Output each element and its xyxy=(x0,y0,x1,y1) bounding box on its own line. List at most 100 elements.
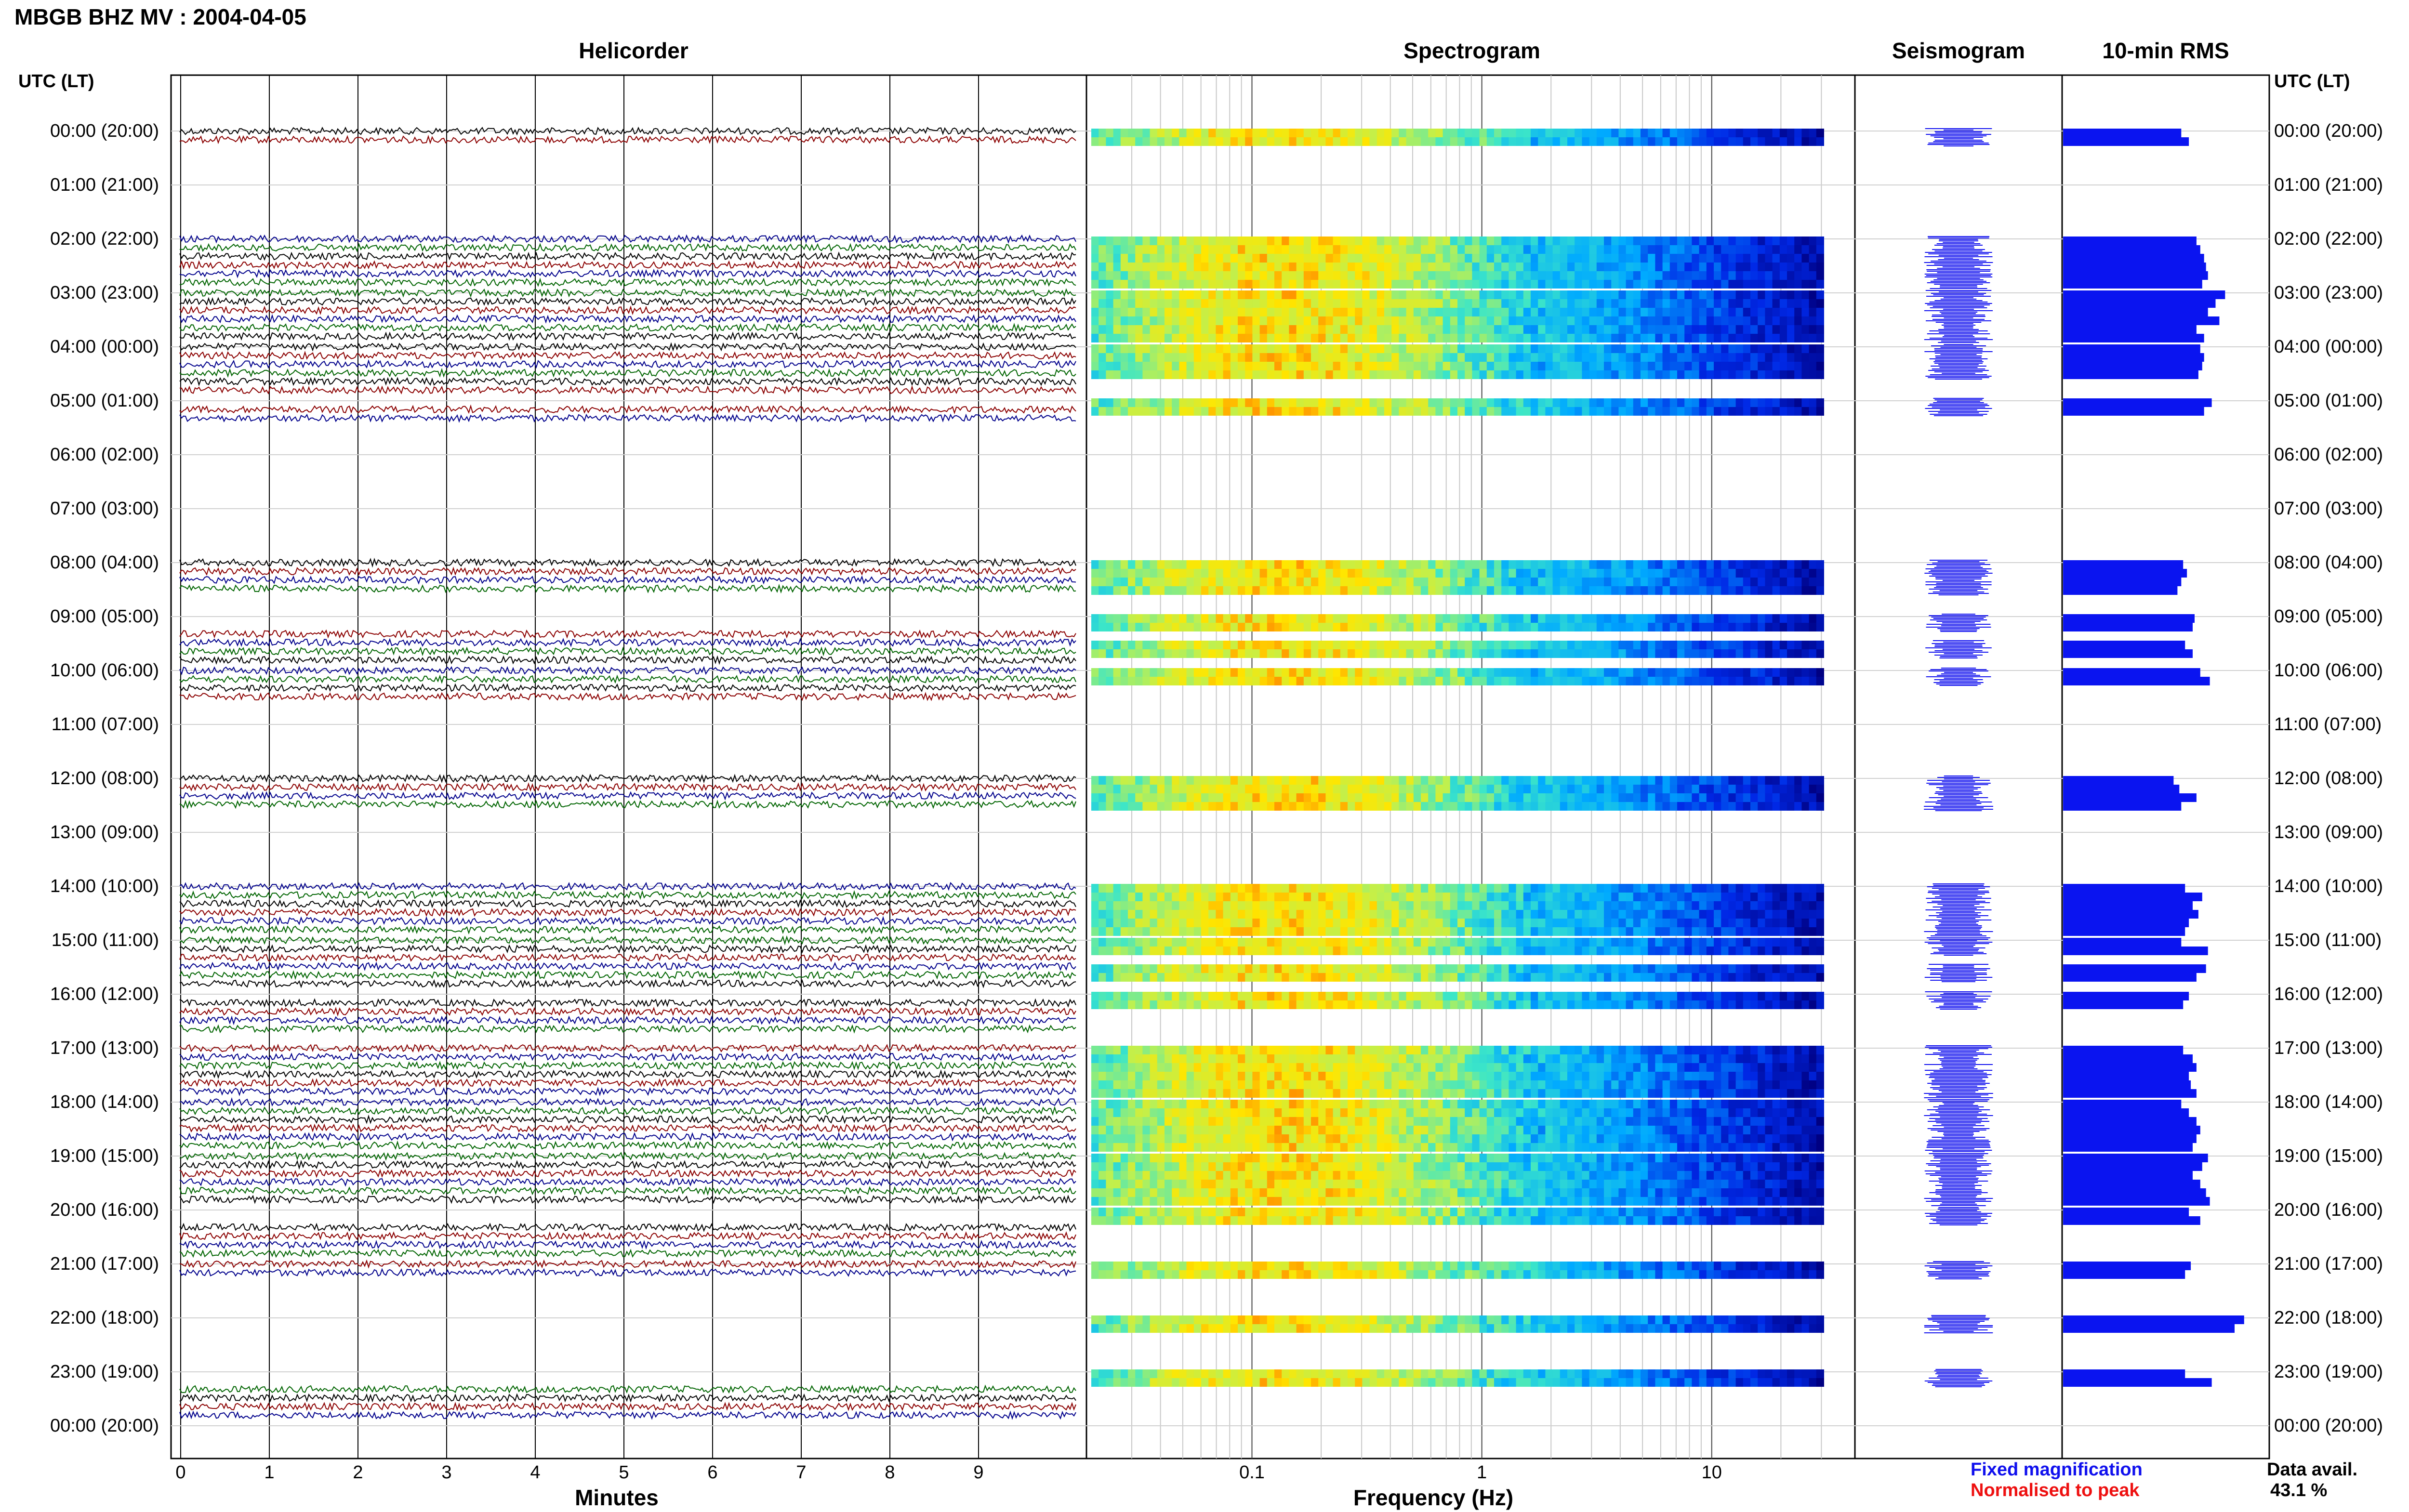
spectrogram-cell xyxy=(1428,901,1436,910)
spectrogram-cell xyxy=(1626,362,1634,370)
spectrogram-cell xyxy=(1596,586,1604,595)
spectrogram-cell xyxy=(1128,578,1136,586)
spectrogram-cell xyxy=(1311,129,1319,137)
spectrogram-cell xyxy=(1348,668,1356,677)
helicorder-trace xyxy=(179,1159,1076,1170)
spectrogram-cell xyxy=(1677,254,1685,263)
spectrogram-cell xyxy=(1494,280,1502,289)
spectrogram-cell xyxy=(1355,362,1363,370)
spectrogram-cell xyxy=(1282,623,1290,631)
spectrogram-cell xyxy=(1626,325,1634,334)
spectrogram-cell xyxy=(1611,668,1619,677)
spectrogram-cell xyxy=(1457,586,1466,595)
spectrogram-cell xyxy=(1552,290,1561,299)
spectrogram-cell xyxy=(1479,992,1487,1000)
spectrogram-cell xyxy=(1567,910,1575,919)
spectrogram-cell xyxy=(1091,884,1099,893)
spectrogram-cell xyxy=(1479,884,1487,893)
spectrogram-cell xyxy=(1172,586,1180,595)
rms-bar xyxy=(2063,280,2202,289)
spectrogram-cell xyxy=(1567,334,1575,342)
spectrogram-cell xyxy=(1172,793,1180,802)
spectrogram-cell xyxy=(1494,668,1502,677)
spectrogram-cell xyxy=(1186,308,1194,316)
spectrogram-cell xyxy=(1230,785,1238,793)
spectrogram-cell xyxy=(1735,964,1744,973)
spectrogram-cell xyxy=(1714,254,1722,263)
spectrogram-cell xyxy=(1706,614,1714,623)
spectrogram-cell xyxy=(1486,129,1495,137)
spectrogram-cell xyxy=(1472,884,1480,893)
spectrogram-cell xyxy=(1596,901,1604,910)
spectrogram-cell xyxy=(1721,668,1729,677)
spectrogram-cell xyxy=(1677,785,1685,793)
helicorder-trace xyxy=(179,1114,1076,1124)
spectrogram-cell xyxy=(1552,586,1561,595)
spectrogram-cell xyxy=(1728,129,1736,137)
spectrogram-cell xyxy=(1399,370,1407,379)
spectrogram-cell xyxy=(1267,308,1275,316)
spectrogram-cell xyxy=(1450,1000,1458,1009)
spectrogram-cell xyxy=(1494,299,1502,308)
spectrogram-cell xyxy=(1274,785,1283,793)
spectrogram-cell xyxy=(1150,316,1158,325)
spectrogram-cell xyxy=(1230,884,1238,893)
spectrogram-cell xyxy=(1377,910,1385,919)
spectrogram-cell xyxy=(1699,1000,1707,1009)
spectrogram-cell xyxy=(1641,263,1649,271)
spectrogram-cell xyxy=(1457,263,1466,271)
spectrogram-cell xyxy=(1165,893,1173,901)
spectrogram-cell xyxy=(1179,1063,1187,1072)
spectrogram-cell xyxy=(1157,137,1165,146)
spectrogram-cell xyxy=(1641,325,1649,334)
spectrogram-cell xyxy=(1545,316,1553,325)
spectrogram-cell xyxy=(1428,964,1436,973)
rms-bar xyxy=(2063,973,2197,982)
spectrogram-cell xyxy=(1772,407,1780,416)
spectrogram-cell xyxy=(1252,919,1260,927)
spectrogram-cell xyxy=(1274,578,1283,586)
spectrogram-cell xyxy=(1633,614,1641,623)
spectrogram-cell xyxy=(1333,308,1341,316)
spectrogram-cell xyxy=(1399,938,1407,947)
spectrogram-cell xyxy=(1369,344,1377,353)
spectrogram-cell xyxy=(1669,614,1678,623)
spectrogram-cell xyxy=(1465,263,1473,271)
spectrogram-cell xyxy=(1450,398,1458,407)
spectrogram-cell xyxy=(1560,927,1568,936)
spectrogram-cell xyxy=(1692,964,1700,973)
spectrogram-cell xyxy=(1633,677,1641,685)
spectrogram-cell xyxy=(1684,271,1693,280)
spectrogram-cell xyxy=(1135,884,1143,893)
spectrogram-cell xyxy=(1348,586,1356,595)
spectrogram-cell xyxy=(1428,271,1436,280)
spectrogram-cell xyxy=(1494,992,1502,1000)
spectrogram-cell xyxy=(1428,1000,1436,1009)
spectrogram-cell xyxy=(1128,263,1136,271)
spectrogram-cell xyxy=(1641,353,1649,362)
spectrogram-cell xyxy=(1435,649,1443,658)
spectrogram-cell xyxy=(1582,893,1590,901)
spectrogram-cell xyxy=(1384,641,1392,649)
spectrogram-cell xyxy=(1165,362,1173,370)
spectrogram-cell xyxy=(1099,325,1107,334)
spectrogram-cell xyxy=(1750,280,1759,289)
spectrogram-cell xyxy=(1340,370,1348,379)
spectrogram-cell xyxy=(1421,334,1429,342)
spectrogram-cell xyxy=(1486,964,1495,973)
spectrogram-cell xyxy=(1435,344,1443,353)
spectrogram-cell xyxy=(1545,263,1553,271)
spectrogram-cell xyxy=(1362,677,1370,685)
spectrogram-cell xyxy=(1618,271,1627,280)
spectrogram-cell xyxy=(1641,927,1649,936)
spectrogram-cell xyxy=(1626,137,1634,146)
spectrogram-cell xyxy=(1479,137,1487,146)
spectrogram-cell xyxy=(1626,334,1634,342)
spectrogram-cell xyxy=(1333,398,1341,407)
spectrogram-cell xyxy=(1552,927,1561,936)
spectrogram-cell xyxy=(1582,793,1590,802)
spectrogram-cell xyxy=(1399,353,1407,362)
spectrogram-cell xyxy=(1801,398,1810,407)
spectrogram-cell xyxy=(1348,263,1356,271)
spectrogram-cell xyxy=(1486,237,1495,245)
